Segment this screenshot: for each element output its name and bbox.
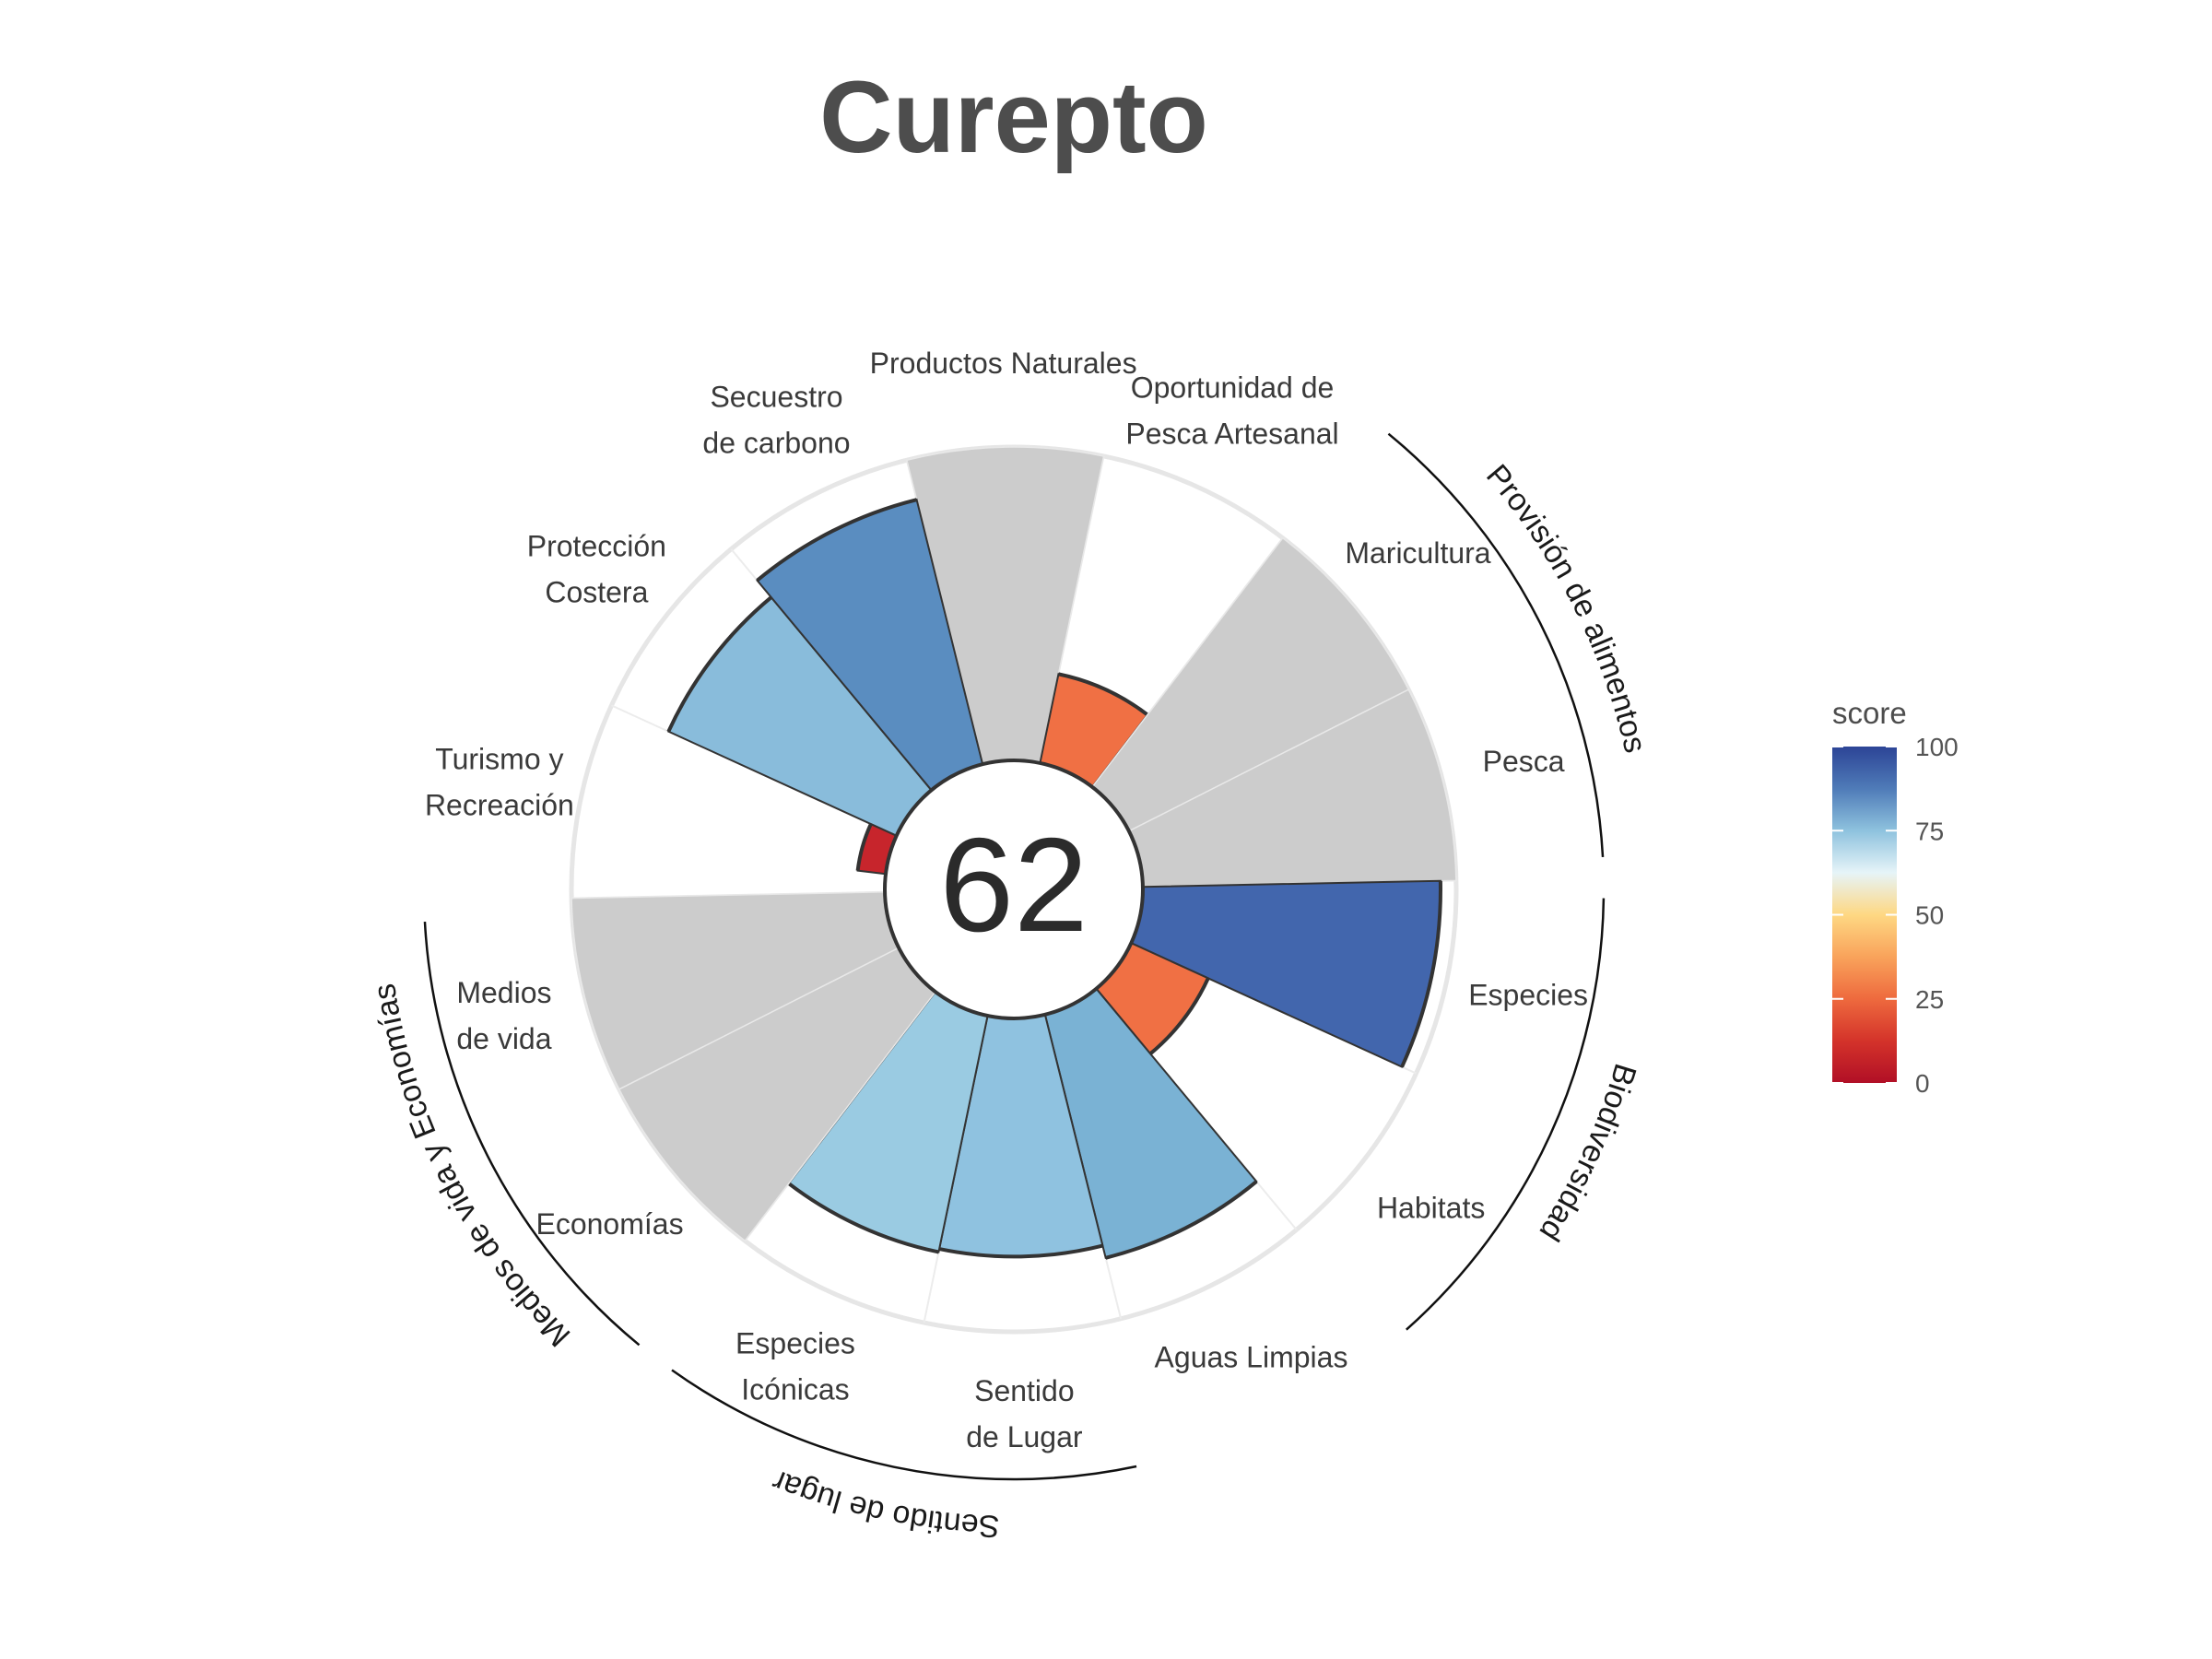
goal-label: Medios de vida — [456, 976, 551, 1055]
center-score: 62 — [939, 810, 1088, 959]
goal-label: Productos Naturales — [870, 347, 1137, 380]
legend-tick-label: 50 — [1915, 901, 1944, 930]
goal-label: Sentido de Lugar — [966, 1374, 1083, 1453]
legend-tick-label: 0 — [1915, 1069, 1930, 1098]
goal-label: Pesca — [1483, 745, 1565, 778]
petal-outline — [756, 498, 918, 582]
petal-outline — [1148, 977, 1210, 1055]
goal-label: Secuestro de carbono — [702, 380, 850, 459]
goal-label: Oportunidad de Pesca Artesanal — [1125, 371, 1338, 451]
group-label: Biodiversidad — [1532, 1060, 1642, 1247]
petal-outline — [938, 1243, 1103, 1259]
legend: score 100 75 50 25 0 — [1832, 696, 1959, 1098]
group-arc — [1406, 898, 1606, 1331]
goal-label: Aguas Limpias — [1155, 1341, 1348, 1374]
legend-tick-label: 25 — [1915, 985, 1944, 1014]
chart-title: Curepto — [819, 61, 1208, 174]
small-petal-outline — [855, 823, 873, 871]
legend-tick-label: 75 — [1915, 817, 1944, 845]
petal-outline — [1400, 880, 1442, 1068]
group-label: Sentido de lugar — [767, 1463, 1000, 1544]
goal-label: Maricultura — [1345, 536, 1490, 570]
legend-ticks: 100 75 50 25 0 — [1832, 733, 1959, 1098]
group-arc — [1387, 432, 1605, 857]
petal-outline — [1058, 672, 1149, 717]
petal-outline — [1105, 1180, 1258, 1260]
petal-outline — [787, 1182, 939, 1254]
goal-label: Protección Costera — [527, 530, 666, 609]
group-arc — [671, 1369, 1137, 1481]
goal-label: Especies Icónicas — [735, 1326, 855, 1406]
group-arc — [423, 922, 641, 1347]
center-circle: 62 — [883, 759, 1145, 1020]
legend-tick-label: 100 — [1915, 733, 1959, 761]
group-label: Provisión de alimentos — [1479, 458, 1653, 756]
goal-label: Especies — [1468, 979, 1588, 1012]
goal-label: Turismo y Recreación — [425, 742, 574, 821]
goal-label: Economías — [535, 1207, 683, 1241]
legend-title: score — [1832, 696, 1907, 730]
petal-outline — [666, 595, 773, 733]
goal-label: Habitats — [1377, 1191, 1485, 1224]
